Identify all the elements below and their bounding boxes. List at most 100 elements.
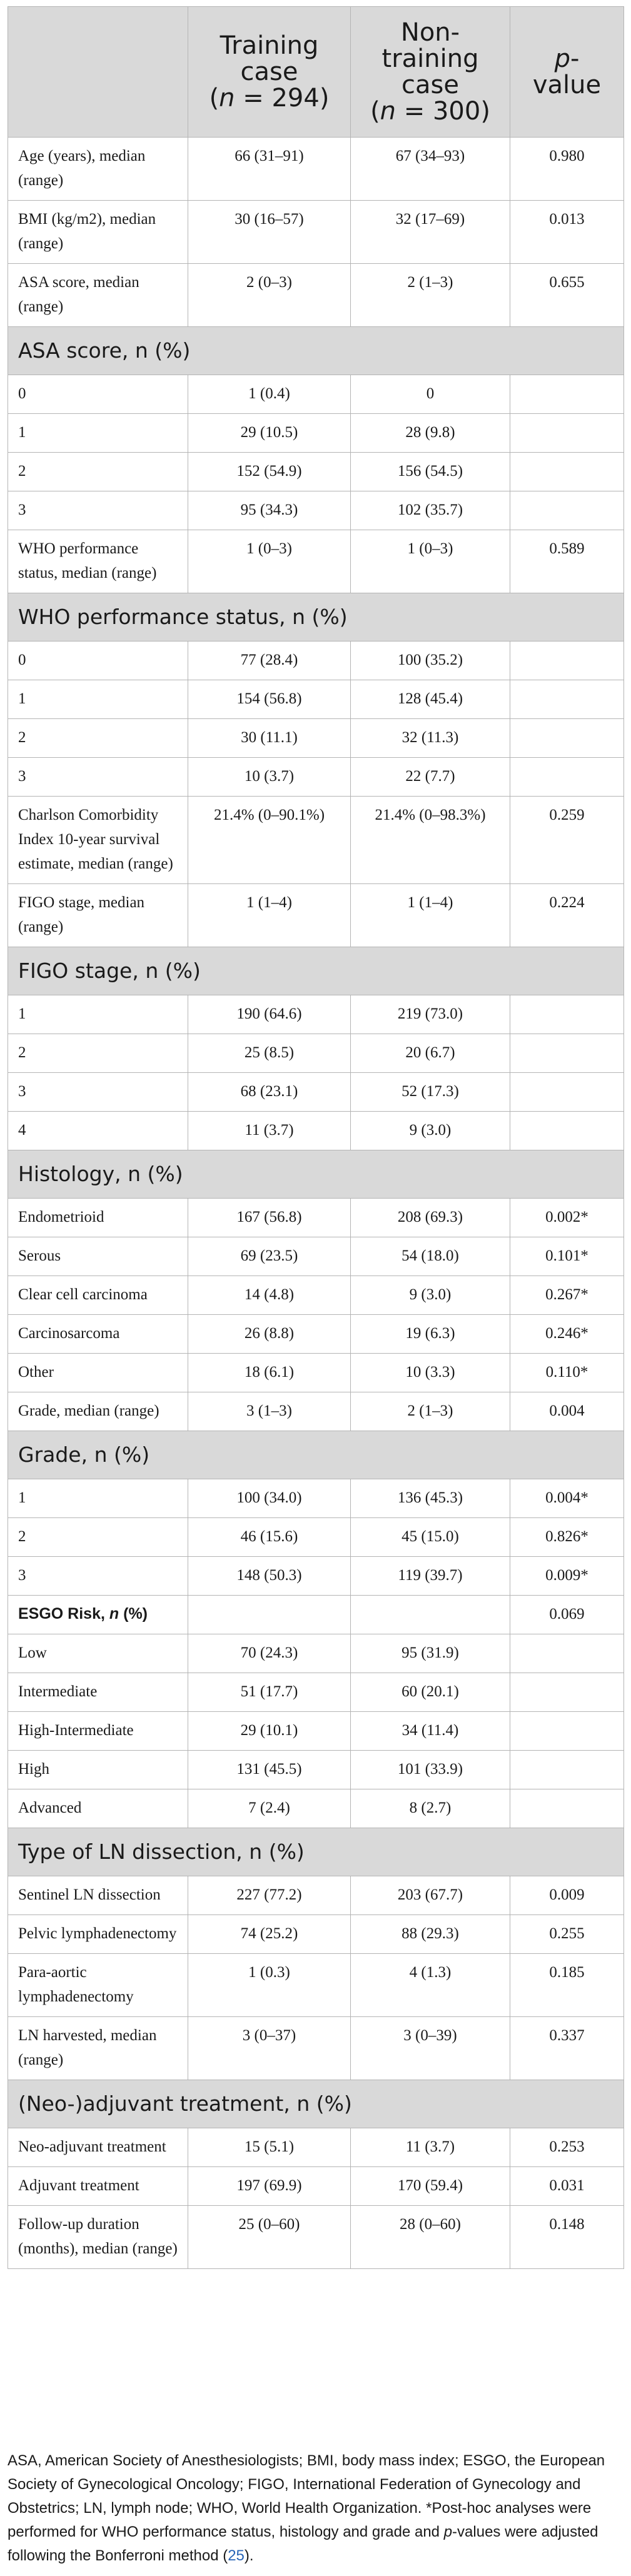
header-training-line1: Training xyxy=(220,31,319,60)
p-value: 0.255 xyxy=(510,1914,624,1954)
training-case-value: 11 (3.7) xyxy=(188,1111,351,1150)
p-value: 0.655 xyxy=(510,263,624,327)
header-non-training-line3: case xyxy=(401,71,459,99)
table-row: 2 152 (54.9) 156 (54.5) xyxy=(8,452,624,491)
row-label: High xyxy=(8,1750,188,1789)
section-header-row: FIGO stage, n (%) xyxy=(8,947,624,995)
table-row: WHO performance status, median (range) 1 … xyxy=(8,530,624,593)
training-case-value: 1 (1–4) xyxy=(188,883,351,947)
footnote-reference-link[interactable]: 25 xyxy=(228,2547,245,2564)
section-header-row: ASA score, n (%) xyxy=(8,326,624,375)
p-value: 0.069 xyxy=(510,1595,624,1634)
row-label: Charlson Comorbidity Index 10-year survi… xyxy=(8,796,188,884)
table-row: 2 30 (11.1) 32 (11.3) xyxy=(8,718,624,758)
training-case-value: 30 (11.1) xyxy=(188,718,351,758)
non-training-case-value: 156 (54.5) xyxy=(350,452,510,491)
non-training-case-value: 2 (1–3) xyxy=(350,263,510,327)
row-label: 3 xyxy=(8,1072,188,1112)
training-case-value xyxy=(188,1595,351,1634)
characteristics-table: Training case (n = 294) Non- training ca… xyxy=(8,6,624,2269)
table-row: 3 10 (3.7) 22 (7.7) xyxy=(8,757,624,797)
header-p-dash: - xyxy=(570,44,580,73)
row-label: 1 xyxy=(8,680,188,719)
header-p-value-word: value xyxy=(532,71,602,99)
p-value: 0.009* xyxy=(510,1556,624,1596)
p-value: 0.253 xyxy=(510,2128,624,2167)
training-case-value: 15 (5.1) xyxy=(188,2128,351,2167)
row-label: Grade, median (range) xyxy=(8,1392,188,1431)
header-p-value: p- value xyxy=(510,6,624,138)
table-row: Carcinosarcoma 26 (8.8) 19 (6.3) 0.246* xyxy=(8,1314,624,1354)
section-header-label: Grade, n (%) xyxy=(8,1431,624,1479)
section-header-label: (Neo-)adjuvant treatment, n (%) xyxy=(8,2080,624,2128)
p-value xyxy=(510,1711,624,1751)
non-training-case-value: 0 xyxy=(350,375,510,414)
p-value: 0.224 xyxy=(510,883,624,947)
non-training-case-value: 3 (0–39) xyxy=(350,2016,510,2080)
table-row: Sentinel LN dissection 227 (77.2) 203 (67.… xyxy=(8,1876,624,1915)
non-training-case-value: 20 (6.7) xyxy=(350,1034,510,1073)
section-header-label: ASA score, n (%) xyxy=(8,326,624,375)
esgo-label-text: ESGO Risk, xyxy=(18,1605,109,1623)
row-label: Low xyxy=(8,1634,188,1673)
non-training-case-value: 45 (15.0) xyxy=(350,1517,510,1557)
p-value xyxy=(510,1634,624,1673)
non-training-case-value: 8 (2.7) xyxy=(350,1789,510,1828)
table-header-row: Training case (n = 294) Non- training ca… xyxy=(8,6,624,138)
row-label: ESGO Risk, n (%) xyxy=(8,1595,188,1634)
footnote-text-2: -values were adjusted following the Bonf… xyxy=(8,2523,598,2564)
table-row: Pelvic lymphadenectomy 74 (25.2) 88 (29.3)… xyxy=(8,1914,624,1954)
table-row: Para-aortic lymphadenectomy 1 (0.3) 4 (1.3… xyxy=(8,1953,624,2017)
non-training-case-value: 100 (35.2) xyxy=(350,641,510,680)
p-value xyxy=(510,1789,624,1828)
table-row: 4 11 (3.7) 9 (3.0) xyxy=(8,1111,624,1150)
non-training-case-value: 32 (11.3) xyxy=(350,718,510,758)
training-case-value: 197 (69.9) xyxy=(188,2166,351,2206)
non-training-case-value: 219 (73.0) xyxy=(350,995,510,1034)
non-training-case-value: 67 (34–93) xyxy=(350,137,510,201)
table-container: Training case (n = 294) Non- training ca… xyxy=(8,6,624,2269)
table-row: High 131 (45.5) 101 (33.9) xyxy=(8,1750,624,1789)
non-training-case-value: 21.4% (0–98.3%) xyxy=(350,796,510,884)
training-case-value: 148 (50.3) xyxy=(188,1556,351,1596)
non-training-case-value: 208 (69.3) xyxy=(350,1198,510,1237)
non-training-case-value: 203 (67.7) xyxy=(350,1876,510,1915)
row-label: 2 xyxy=(8,718,188,758)
p-value xyxy=(510,413,624,453)
footnote-text-3: ). xyxy=(244,2547,254,2564)
training-case-value: 3 (0–37) xyxy=(188,2016,351,2080)
p-value: 0.002* xyxy=(510,1198,624,1237)
section-header-row: Type of LN dissection, n (%) xyxy=(8,1828,624,1876)
p-value: 0.185 xyxy=(510,1953,624,2017)
training-case-value: 7 (2.4) xyxy=(188,1789,351,1828)
training-case-value: 26 (8.8) xyxy=(188,1314,351,1354)
header-non-training-paren: ( xyxy=(370,97,380,126)
row-label: Follow-up duration (months), median (ran… xyxy=(8,2205,188,2269)
p-value: 0.337 xyxy=(510,2016,624,2080)
training-case-value: 21.4% (0–90.1%) xyxy=(188,796,351,884)
training-case-value: 77 (28.4) xyxy=(188,641,351,680)
section-header-row: Histology, n (%) xyxy=(8,1150,624,1199)
header-training-line2: case xyxy=(240,58,298,86)
header-training-count: = 294) xyxy=(235,84,330,113)
non-training-case-value: 1 (0–3) xyxy=(350,530,510,593)
header-non-training-count: = 300) xyxy=(396,97,490,126)
training-case-value: 29 (10.5) xyxy=(188,413,351,453)
row-label: Endometrioid xyxy=(8,1198,188,1237)
row-label: High-Intermediate xyxy=(8,1711,188,1751)
non-training-case-value: 60 (20.1) xyxy=(350,1673,510,1712)
training-case-value: 69 (23.5) xyxy=(188,1237,351,1276)
training-case-value: 51 (17.7) xyxy=(188,1673,351,1712)
table-row: Low 70 (24.3) 95 (31.9) xyxy=(8,1634,624,1673)
p-value: 0.110* xyxy=(510,1353,624,1392)
non-training-case-value: 28 (0–60) xyxy=(350,2205,510,2269)
non-training-case-value: 128 (45.4) xyxy=(350,680,510,719)
table-row: 1 29 (10.5) 28 (9.8) xyxy=(8,413,624,453)
table-row: Adjuvant treatment 197 (69.9) 170 (59.4) 0.… xyxy=(8,2166,624,2206)
training-case-value: 14 (4.8) xyxy=(188,1275,351,1315)
training-case-value: 167 (56.8) xyxy=(188,1198,351,1237)
training-case-value: 10 (3.7) xyxy=(188,757,351,797)
row-label: LN harvested, median (range) xyxy=(8,2016,188,2080)
p-value: 0.246* xyxy=(510,1314,624,1354)
training-case-value: 152 (54.9) xyxy=(188,452,351,491)
